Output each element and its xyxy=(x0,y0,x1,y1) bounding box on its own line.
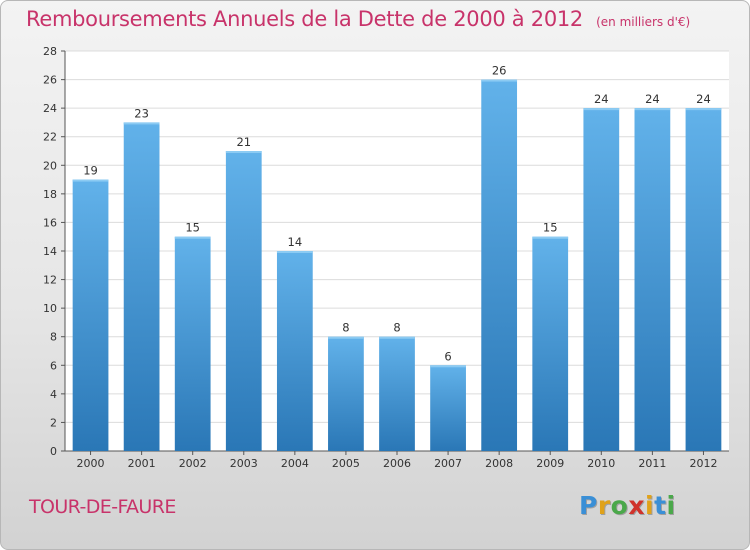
bar-2006 xyxy=(379,336,415,451)
bar-highlight xyxy=(685,108,722,111)
value-label-2002: 15 xyxy=(185,221,200,235)
y-tick-label: 2 xyxy=(50,416,57,429)
bar-2001 xyxy=(123,122,160,451)
y-tick-label: 26 xyxy=(43,74,57,87)
value-label-2000: 19 xyxy=(83,164,98,178)
logo-letter: o xyxy=(610,491,629,520)
value-label-2008: 26 xyxy=(492,64,507,78)
x-tick-label: 2009 xyxy=(536,457,564,470)
bars xyxy=(72,79,722,452)
y-tick-label: 22 xyxy=(43,131,57,144)
value-label-2004: 14 xyxy=(288,235,303,249)
bar-highlight xyxy=(481,79,518,82)
y-tick-label: 12 xyxy=(43,274,57,287)
bar-2000 xyxy=(72,179,109,452)
bar-2005 xyxy=(328,336,364,451)
x-tick-label: 2011 xyxy=(638,457,666,470)
bar-highlight xyxy=(328,336,364,339)
bar-2007 xyxy=(430,365,466,451)
bar-highlight xyxy=(123,122,160,125)
x-tick-label: 2012 xyxy=(689,457,717,470)
value-label-2006: 8 xyxy=(393,321,400,335)
x-axis: 2000 2001 2002 2003 2004 2005 2006 2007 2008 2009… xyxy=(65,450,729,470)
logo-letter: r xyxy=(597,491,611,520)
x-tick-label: 2005 xyxy=(332,457,360,470)
logo-letter: x xyxy=(628,491,645,520)
y-tick-label: 24 xyxy=(43,102,57,115)
bar-highlight xyxy=(72,179,109,182)
x-tick-label: 2010 xyxy=(587,457,615,470)
y-tick-label: 14 xyxy=(43,245,57,258)
value-label-2003: 21 xyxy=(236,135,251,149)
logo-letter: i xyxy=(645,491,655,520)
x-tick-label: 2003 xyxy=(230,457,258,470)
y-tick-label: 18 xyxy=(43,188,57,201)
bar-2008 xyxy=(481,79,518,452)
bar-2002 xyxy=(174,236,211,451)
y-tick-label: 16 xyxy=(43,216,57,229)
bar-highlight xyxy=(174,236,211,239)
bar-highlight xyxy=(225,151,262,153)
x-tick-label: 2002 xyxy=(179,457,207,470)
value-label-2005: 8 xyxy=(342,321,349,335)
bar-highlight xyxy=(634,108,671,111)
bar-highlight xyxy=(430,365,466,368)
value-label-2010: 24 xyxy=(594,92,609,106)
bar-2011 xyxy=(634,108,671,452)
y-tick-label: 6 xyxy=(50,359,57,372)
chart-subtitle: (en milliers d'€) xyxy=(596,15,691,29)
title-block: Remboursements Annuels de la Dette de 20… xyxy=(26,7,690,31)
bar-highlight xyxy=(379,336,415,339)
y-tick-label: 10 xyxy=(43,302,57,315)
bar-2010 xyxy=(583,108,620,452)
chart-title: Remboursements Annuels de la Dette de 20… xyxy=(26,7,583,31)
value-label-2001: 23 xyxy=(134,106,149,120)
y-tick-label: 0 xyxy=(50,445,57,458)
y-tick-label: 28 xyxy=(43,45,57,58)
value-labels: 19 23 15 21 14 8 8 6 26 15 24 24 24 xyxy=(83,64,711,364)
y-tick-label: 20 xyxy=(43,159,57,172)
logo-letter: i xyxy=(666,491,676,520)
y-tick-label: 8 xyxy=(50,331,57,344)
value-label-2012: 24 xyxy=(696,92,711,106)
logo-letter: P xyxy=(579,491,598,520)
value-label-2009: 15 xyxy=(543,221,558,235)
bar-highlight xyxy=(532,236,569,239)
y-tick-label: 4 xyxy=(50,388,57,401)
x-tick-label: 2000 xyxy=(77,457,105,470)
value-label-2007: 6 xyxy=(444,349,451,363)
bar-2009 xyxy=(532,236,569,451)
value-label-2011: 24 xyxy=(645,92,660,106)
logo-letter: t xyxy=(654,491,667,520)
bar-2012 xyxy=(685,108,722,452)
bar-2003 xyxy=(225,151,262,451)
bar-2004 xyxy=(276,251,313,451)
x-tick-label: 2008 xyxy=(485,457,513,470)
x-tick-label: 2006 xyxy=(383,457,411,470)
commune-name: TOUR-DE-FAURE xyxy=(29,496,176,518)
bar-highlight xyxy=(276,251,313,253)
bar-highlight xyxy=(583,108,620,111)
x-tick-label: 2001 xyxy=(128,457,156,470)
x-tick-label: 2007 xyxy=(434,457,462,470)
x-tick-label: 2004 xyxy=(281,457,309,470)
proxiti-logo: Proxiti xyxy=(579,491,676,520)
